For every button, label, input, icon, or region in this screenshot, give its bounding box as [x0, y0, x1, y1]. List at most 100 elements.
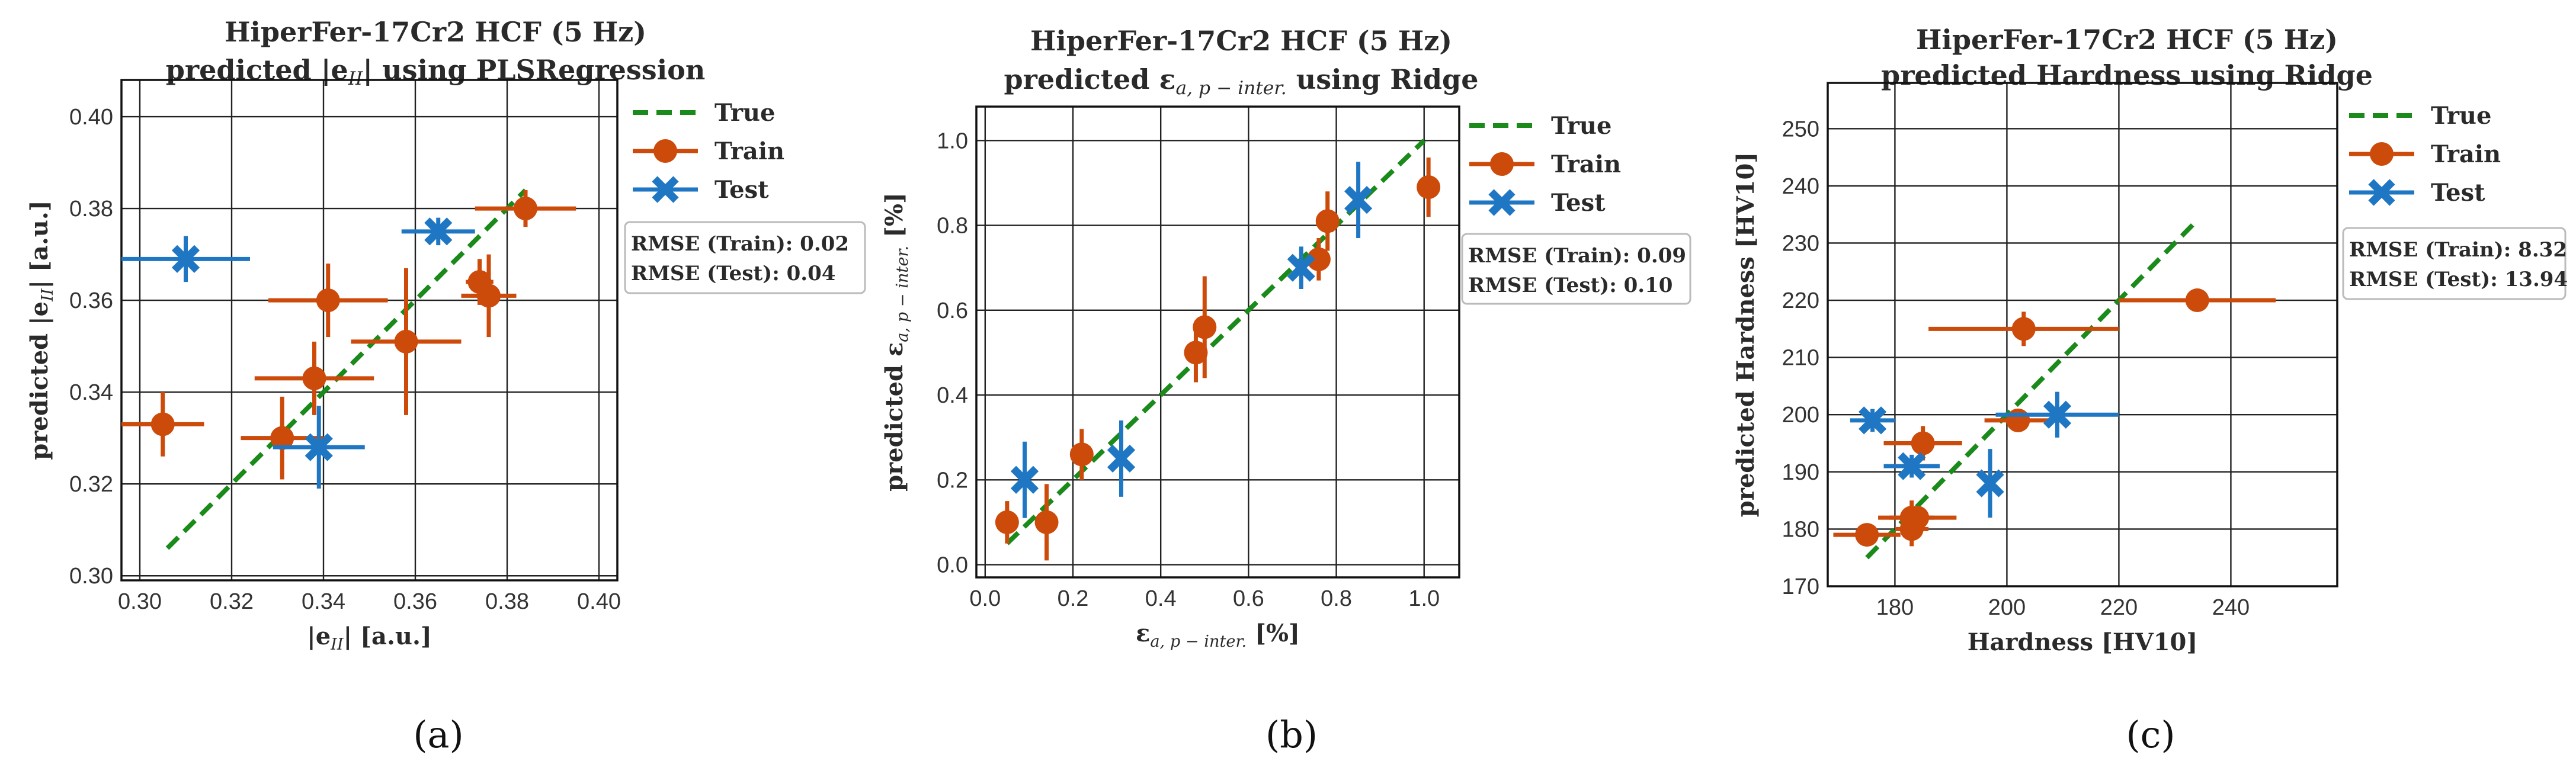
y-axis-label-sub: II — [39, 288, 57, 302]
test-point — [1010, 441, 1039, 518]
train-point — [995, 501, 1019, 544]
y-tick-label: 200 — [1782, 403, 1819, 428]
y-tick-label: 170 — [1782, 574, 1819, 599]
legend-train-marker — [1490, 152, 1514, 176]
test-point — [1995, 391, 2119, 438]
train-point — [1034, 484, 1059, 561]
legend-test-marker-stroke-2 — [1488, 189, 1516, 216]
train-marker — [302, 366, 326, 390]
train-marker — [1911, 431, 1935, 455]
y-tick-label: 0.36 — [69, 288, 113, 313]
test-marker-stroke-2 — [305, 433, 333, 461]
y-tick-label: 0.2 — [937, 468, 968, 493]
x-axis-label: εa, p − inter. [%] — [1136, 619, 1300, 651]
train-marker — [514, 197, 537, 221]
legend-test-marker — [1488, 189, 1516, 216]
x-tick-label: 0.38 — [485, 589, 529, 614]
train-marker — [2011, 317, 2036, 341]
rmse-box-frame — [624, 221, 866, 294]
test-marker — [1976, 469, 2004, 497]
y-axis-label: predicted εa, p − inter. [%] — [880, 192, 912, 492]
train-marker — [1306, 247, 1331, 271]
legend-label: Test — [715, 176, 769, 204]
test-marker-stroke-2 — [2043, 400, 2072, 429]
y-axis-label-sub: a, p − inter. — [893, 246, 912, 342]
chart-title-line2-post: using Ridge — [1287, 63, 1479, 95]
plot-frame — [975, 105, 1460, 579]
test-marker-stroke-2 — [1976, 469, 2004, 497]
test-point — [1850, 406, 1895, 435]
train-point — [475, 190, 576, 227]
x-axis-label-sub: II — [330, 635, 344, 654]
chart-title-line2-pre: predicted Hardness using Ridge — [1881, 59, 2373, 91]
x-tick-label: 0.30 — [118, 589, 162, 614]
train-marker — [1315, 209, 1340, 233]
y-tick-label: 0.0 — [937, 553, 968, 578]
test-marker — [1287, 253, 1315, 282]
rmse-box-frame — [1461, 233, 1691, 305]
train-marker — [150, 412, 175, 436]
chart-title-line2: predicted |eII| using PLSRegression — [166, 54, 706, 89]
x-tick-label: 0.8 — [1321, 586, 1352, 611]
test-marker — [1344, 185, 1373, 214]
y-tick-label: 0.30 — [69, 564, 113, 589]
legend-label: Train — [715, 137, 784, 165]
train-point — [1417, 157, 1441, 217]
test-marker — [1898, 452, 1926, 480]
legend-test-marker — [652, 176, 679, 203]
train-marker — [1855, 523, 1879, 547]
y-axis-label-pre: predicted |e — [25, 301, 53, 460]
chart-title-line2-pre: predicted ε — [1004, 63, 1175, 95]
x-tick-label: 0.34 — [302, 589, 345, 614]
legend-label: Train — [1551, 150, 1621, 178]
rmse-box: RMSE (Train): 0.09 RMSE (Test): 0.10 — [1461, 233, 1691, 305]
y-tick-label: 220 — [1782, 288, 1819, 313]
test-marker-stroke-2 — [1898, 452, 1926, 480]
chart-title-line1: HiperFer-17Cr2 HCF (5 Hz) — [1030, 25, 1452, 57]
x-axis-label-pre: ε — [1136, 619, 1150, 647]
train-marker — [1034, 510, 1059, 534]
train-point — [121, 392, 204, 457]
x-axis-label: |eII| [a.u.] — [307, 622, 432, 654]
rmse-train-text: RMSE (Train): 0.09 — [1468, 244, 1686, 268]
chart-title-line1: HiperFer-17Cr2 HCF (5 Hz) — [1916, 24, 2338, 56]
test-marker — [424, 217, 453, 246]
y-tick-label: 240 — [1782, 174, 1819, 199]
y-tick-label: 0.34 — [69, 380, 113, 405]
x-tick-label: 180 — [1876, 595, 1914, 620]
panel-b: HiperFer-17Cr2 HCF (5 Hz)predicted εa, p… — [880, 25, 1691, 756]
test-marker — [305, 433, 333, 461]
legend-test-marker — [2368, 179, 2395, 206]
test-marker — [2043, 400, 2072, 429]
test-point — [401, 217, 475, 246]
train-marker — [270, 426, 294, 450]
legend-label: Test — [1551, 189, 1606, 217]
y-axis-label-post: | [a.u.] — [25, 200, 53, 288]
y-tick-label: 0.38 — [69, 197, 113, 221]
y-axis-label: predicted |eII| [a.u.] — [25, 200, 57, 460]
train-point — [1928, 311, 2119, 346]
train-marker — [2006, 408, 2030, 432]
x-tick-label: 200 — [1988, 595, 2026, 620]
train-point — [1878, 506, 1957, 530]
plot-frame — [120, 79, 619, 582]
train-marker — [316, 288, 340, 313]
true-line — [1865, 219, 2199, 560]
legend: True Train Test — [633, 99, 784, 204]
test-point — [1287, 246, 1315, 289]
y-tick-label: 250 — [1782, 117, 1819, 142]
test-marker-stroke-2 — [1287, 253, 1315, 282]
y-axis-label: predicted Hardness [HV10] — [1732, 152, 1760, 517]
legend-label: True — [715, 99, 775, 127]
test-point — [1107, 420, 1136, 497]
train-marker — [1184, 341, 1208, 365]
x-tick-label: 240 — [2212, 595, 2250, 620]
legend: True Train Test — [2349, 102, 2501, 207]
test-marker — [171, 245, 200, 273]
chart-title-line1: HiperFer-17Cr2 HCF (5 Hz) — [225, 16, 646, 48]
train-marker — [1417, 175, 1441, 200]
train-point — [2119, 288, 2276, 313]
y-tick-label: 230 — [1782, 231, 1819, 256]
x-tick-label: 0.40 — [577, 589, 621, 614]
x-axis-label-post: | [a.u.] — [344, 622, 432, 650]
